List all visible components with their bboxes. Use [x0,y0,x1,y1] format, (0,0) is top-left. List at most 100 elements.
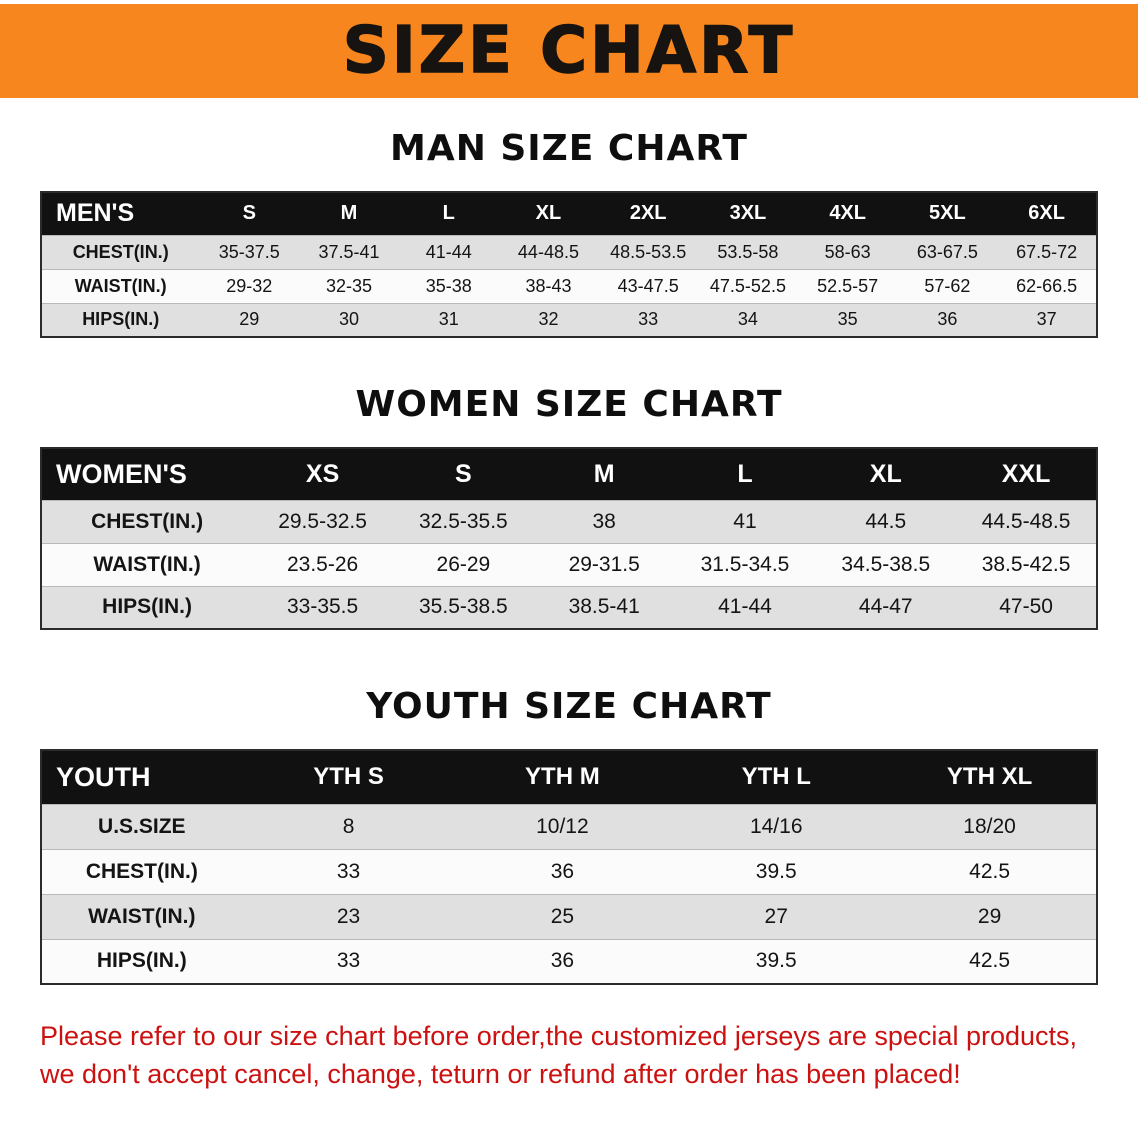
table-row: HIPS(IN.) 29 30 31 32 33 34 35 36 37 [41,302,1097,337]
measurement-value-cell: 36 [455,848,670,894]
size-column-header: 2XL [598,192,699,235]
measurement-value-cell: 32 [498,302,599,337]
table-header-row: WOMEN'S XS S M L XL XXL [41,448,1097,500]
youth-section-heading: YOUTH SIZE CHART [366,686,772,727]
measurement-value-cell: 34.5-38.5 [815,542,957,586]
measurement-value-cell: 10/12 [455,803,670,849]
measurement-value-cell: 38-43 [498,268,599,303]
measurement-value-cell: 57-62 [897,268,998,303]
measurement-value-cell: 58-63 [797,234,898,269]
measurement-value-cell: 23 [241,893,456,939]
table-row: CHEST(IN.) 29.5-32.5 32.5-35.5 38 41 44.5 44.5… [41,499,1097,543]
measurement-label-cell: HIPS(IN.) [41,938,242,984]
size-column-header: XL [498,192,599,235]
measurement-value-cell: 41-44 [398,234,499,269]
measurement-value-cell: 34 [698,302,798,337]
measurement-value-cell: 31.5-34.5 [674,542,816,586]
table-row: U.S.SIZE 8 10/12 14/16 18/20 [41,803,1097,849]
measurement-value-cell: 35-38 [398,268,499,303]
measurement-value-cell: 41-44 [674,585,816,629]
measurement-value-cell: 27 [669,893,884,939]
table-row: WAIST(IN.) 23 25 27 29 [41,893,1097,939]
size-column-header: 3XL [698,192,798,235]
measurement-label-cell: HIPS(IN.) [41,585,253,629]
size-column-header: L [674,448,816,500]
size-column-header: 4XL [797,192,898,235]
size-column-header: M [533,448,675,500]
measurement-value-cell: 33 [598,302,699,337]
measurement-value-cell: 67.5-72 [997,234,1097,269]
measurement-value-cell: 47-50 [956,585,1097,629]
measurement-value-cell: 29-31.5 [533,542,675,586]
size-column-header: YTH XL [883,750,1097,804]
measurement-value-cell: 63-67.5 [897,234,998,269]
measurement-value-cell: 36 [455,938,670,984]
measurement-value-cell: 29.5-32.5 [252,499,393,543]
measurement-value-cell: 39.5 [669,938,884,984]
measurement-value-cell: 38.5-41 [533,585,675,629]
measurement-value-cell: 32.5-35.5 [392,499,534,543]
size-column-header: S [392,448,534,500]
measurement-value-cell: 53.5-58 [698,234,798,269]
measurement-value-cell: 44.5 [815,499,957,543]
measurement-value-cell: 30 [299,302,399,337]
measurement-value-cell: 38 [533,499,675,543]
table-row: WAIST(IN.) 29-32 32-35 35-38 38-43 43-47.5 47.… [41,268,1097,303]
size-column-header: 6XL [997,192,1097,235]
measurement-value-cell: 48.5-53.5 [598,234,699,269]
measurement-value-cell: 35-37.5 [199,234,300,269]
measurement-label-cell: U.S.SIZE [41,803,242,849]
measurement-value-cell: 52.5-57 [797,268,898,303]
size-column-header: YTH S [241,750,456,804]
measurement-label-cell: CHEST(IN.) [41,234,200,269]
size-column-header: S [199,192,300,235]
measurement-value-cell: 29-32 [199,268,300,303]
measurement-value-cell: 35 [797,302,898,337]
measurement-value-cell: 44-48.5 [498,234,599,269]
title-banner: SIZE CHART [0,4,1138,98]
measurement-value-cell: 35.5-38.5 [392,585,534,629]
measurement-value-cell: 33 [241,848,456,894]
table-row: HIPS(IN.) 33-35.5 35.5-38.5 38.5-41 41-44 44-… [41,585,1097,629]
measurement-value-cell: 33 [241,938,456,984]
measurement-value-cell: 18/20 [883,803,1097,849]
size-column-header: L [398,192,499,235]
measurement-value-cell: 42.5 [883,938,1097,984]
measurement-label-cell: WAIST(IN.) [41,268,200,303]
measurement-value-cell: 23.5-26 [252,542,393,586]
table-row: CHEST(IN.) 33 36 39.5 42.5 [41,848,1097,894]
table-row: WAIST(IN.) 23.5-26 26-29 29-31.5 31.5-34.5 34… [41,542,1097,586]
measurement-value-cell: 31 [398,302,499,337]
table-title-cell: WOMEN'S [41,448,253,500]
measurement-value-cell: 47.5-52.5 [698,268,798,303]
measurement-value-cell: 29 [199,302,300,337]
measurement-value-cell: 33-35.5 [252,585,393,629]
table-title-cell: YOUTH [41,750,242,804]
measurement-value-cell: 29 [883,893,1097,939]
size-column-header: 5XL [897,192,998,235]
size-column-header: XS [252,448,393,500]
measurement-value-cell: 62-66.5 [997,268,1097,303]
measurement-value-cell: 32-35 [299,268,399,303]
measurement-value-cell: 36 [897,302,998,337]
measurement-label-cell: WAIST(IN.) [41,893,242,939]
measurement-value-cell: 37.5-41 [299,234,399,269]
measurement-label-cell: HIPS(IN.) [41,302,200,337]
youth-size-table: YOUTH YTH S YTH M YTH L YTH XL U.S.SIZE 8 10/12… [40,749,1098,985]
measurement-value-cell: 44.5-48.5 [956,499,1097,543]
measurement-value-cell: 39.5 [669,848,884,894]
size-tables-container: MAN SIZE CHART MEN'S S M L XL 2XL 3XL 4XL 5XL 6XL C… [0,128,1138,985]
measurement-label-cell: WAIST(IN.) [41,542,253,586]
table-header-row: YOUTH YTH S YTH M YTH L YTH XL [41,750,1097,804]
size-column-header: XL [815,448,957,500]
size-column-header: XXL [956,448,1097,500]
measurement-value-cell: 41 [674,499,816,543]
measurement-value-cell: 42.5 [883,848,1097,894]
women-size-table: WOMEN'S XS S M L XL XXL CHEST(IN.) 29.5-32.5 32.5… [40,447,1098,630]
size-column-header: M [299,192,399,235]
table-header-row: MEN'S S M L XL 2XL 3XL 4XL 5XL 6XL [41,192,1097,235]
measurement-value-cell: 37 [997,302,1097,337]
measurement-value-cell: 14/16 [669,803,884,849]
size-column-header: YTH M [455,750,670,804]
